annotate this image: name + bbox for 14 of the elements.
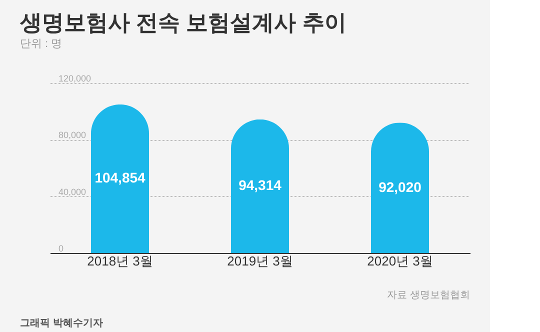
text: 자료 생명보험협회 [387, 290, 470, 301]
chart-subtitle: 단위 : 명 [20, 38, 62, 50]
text: 그래픽 박혜수기자 [20, 318, 103, 329]
x-tick-label: 2020년 3월 [367, 254, 433, 268]
y-tick-label: 80,000 [58, 130, 86, 140]
x-tick-label: 2019년 3월 [227, 254, 293, 268]
data-label: 104,854 [94, 170, 146, 186]
y-tick-label: 0 [58, 244, 64, 254]
x-tick-label: 2018년 3월 [87, 254, 153, 268]
y-tick-label: 40,000 [58, 186, 86, 197]
data-label: 92,020 [378, 178, 422, 195]
chart-title: 생명보험사 전속 보험설계사 추이 [19, 10, 346, 35]
data-label: 94,314 [238, 177, 282, 194]
y-tick-label: 120,000 [58, 74, 92, 84]
